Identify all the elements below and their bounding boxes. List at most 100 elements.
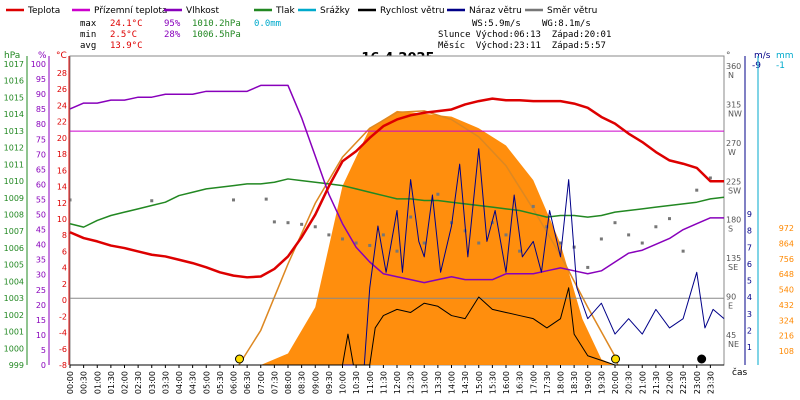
c-tick: 18	[57, 150, 67, 159]
info-sun: Slunce Východ:06:13 Západ:20:01	[438, 30, 611, 40]
c-tick: 26	[57, 85, 67, 94]
x-tick-label: 15:00	[475, 371, 484, 394]
wind-dir-point	[327, 233, 331, 237]
rad-tick: 432	[779, 301, 794, 310]
wind-dir-point	[286, 221, 290, 225]
wind-dir-point	[545, 225, 549, 229]
wind-dir-point	[559, 241, 562, 245]
stat-max-press: 1010.2hPa	[192, 19, 241, 29]
x-tick-label: 02:00	[121, 371, 130, 394]
pct-tick: 80	[36, 120, 46, 129]
legend: Teplota Přízemní teplota Vlhkost Tlak Srážky…	[6, 6, 597, 16]
hpa-tick: 1009	[4, 194, 24, 203]
dir-label: S	[728, 225, 733, 234]
wind-dir-point	[422, 241, 426, 245]
dir-label: NW	[728, 109, 742, 118]
rad-tick: 108	[779, 347, 794, 356]
x-tick-label: 10:30	[352, 371, 361, 394]
c-axis-label: °C	[56, 51, 67, 61]
c-tick: 28	[57, 69, 67, 78]
legend-label: Teplota	[27, 6, 60, 16]
legend-item: Přízemní teplota	[72, 6, 167, 16]
deg-tick: 270	[726, 139, 741, 148]
pct-tick: 30	[36, 271, 46, 280]
x-tick-label: 15:30	[488, 371, 497, 394]
hpa-tick: 1015	[4, 93, 24, 102]
mm-axis-label: mm	[776, 51, 794, 61]
dir-label: E	[728, 302, 733, 311]
pct-tick: 20	[36, 301, 46, 310]
deg-tick: 90	[726, 293, 736, 302]
wind-dir-point	[627, 233, 631, 237]
wind-dir-point	[668, 217, 671, 221]
legend-label: Rychlost větru	[380, 6, 445, 16]
stats-block: max 24.1°C 95% 1010.2hPa 0.0mm min 2.5°C…	[80, 19, 281, 51]
temperature-line	[69, 97, 724, 279]
x-tick-label: 07:30	[270, 371, 279, 394]
x-tick-label: 19:30	[597, 371, 606, 394]
ms-tick: 2	[747, 326, 752, 335]
x-tick-label: 16:30	[516, 371, 525, 394]
c-tick: -8	[59, 361, 67, 370]
stat-min-label: min	[80, 30, 96, 40]
info-ws: WS:5.9m/s	[472, 19, 521, 29]
x-tick-label: 08:00	[284, 371, 293, 394]
legend-item: Náraz větru	[447, 6, 522, 16]
c-tick: 6	[62, 247, 67, 256]
x-tick-label: 02:30	[134, 371, 143, 394]
hpa-tick: 1010	[4, 177, 24, 186]
pct-tick: 100	[31, 60, 46, 69]
legend-label: Přízemní teplota	[94, 6, 167, 16]
x-tick-label: 04:00	[175, 371, 184, 394]
legend-label: Vlhkost	[186, 6, 219, 16]
radiation-area	[70, 110, 724, 365]
x-tick-label: 07:00	[257, 371, 266, 394]
wind-dir-point	[381, 233, 385, 237]
x-tick-label: 21:30	[652, 371, 661, 394]
hpa-tick: 1005	[4, 261, 24, 270]
hpa-tick: 1003	[4, 294, 24, 303]
pct-tick: 40	[36, 241, 46, 250]
sunset-icon	[611, 354, 621, 364]
c-tick: 14	[57, 183, 67, 192]
c-tick: -2	[59, 312, 67, 321]
pct-tick: 60	[36, 180, 46, 189]
legend-item: Srážky	[298, 6, 351, 16]
ms-tick: 5	[747, 277, 752, 286]
c-tick: 16	[57, 166, 67, 175]
x-tick-label: 22:00	[666, 371, 675, 394]
x-tick-label: 00:00	[66, 371, 75, 394]
dir-label: SE	[728, 263, 738, 272]
dir-label: SW	[728, 186, 741, 195]
stat-max-temp: 24.1°C	[110, 19, 143, 29]
legend-item: Rychlost větru	[358, 6, 445, 16]
ms-tick: 4	[747, 293, 752, 302]
x-tick-label: 11:30	[379, 371, 388, 394]
deg-tick: 135	[726, 254, 741, 263]
deg-tick: 180	[726, 216, 741, 225]
wind-dir-point	[640, 241, 644, 245]
c-tick: 8	[62, 231, 67, 240]
x-tick-label: 12:30	[407, 371, 416, 394]
pct-tick: 0	[41, 361, 46, 370]
wind-dir-point	[341, 237, 344, 241]
pct-tick: 25	[36, 286, 46, 295]
pct-tick: 10	[36, 331, 46, 340]
dir-label: W	[728, 148, 736, 157]
c-tick: 24	[57, 101, 67, 110]
x-tick-label: 20:00	[611, 371, 620, 394]
hpa-tick: 1013	[4, 127, 24, 136]
wind-dir-point	[681, 249, 685, 253]
wind-dir-point	[518, 249, 522, 253]
stat-max-label: max	[80, 19, 97, 29]
deg-tick: 45	[726, 331, 736, 340]
x-tick-label: 05:30	[216, 371, 225, 394]
wind-dir-point	[313, 225, 317, 229]
moonrise-icon	[697, 354, 707, 364]
legend-item: Tlak	[254, 6, 296, 16]
stat-max-rain: 0.0mm	[254, 19, 281, 29]
pct-tick: 90	[36, 90, 46, 99]
hpa-tick: 1017	[4, 60, 24, 69]
pct-tick: 35	[36, 256, 46, 265]
